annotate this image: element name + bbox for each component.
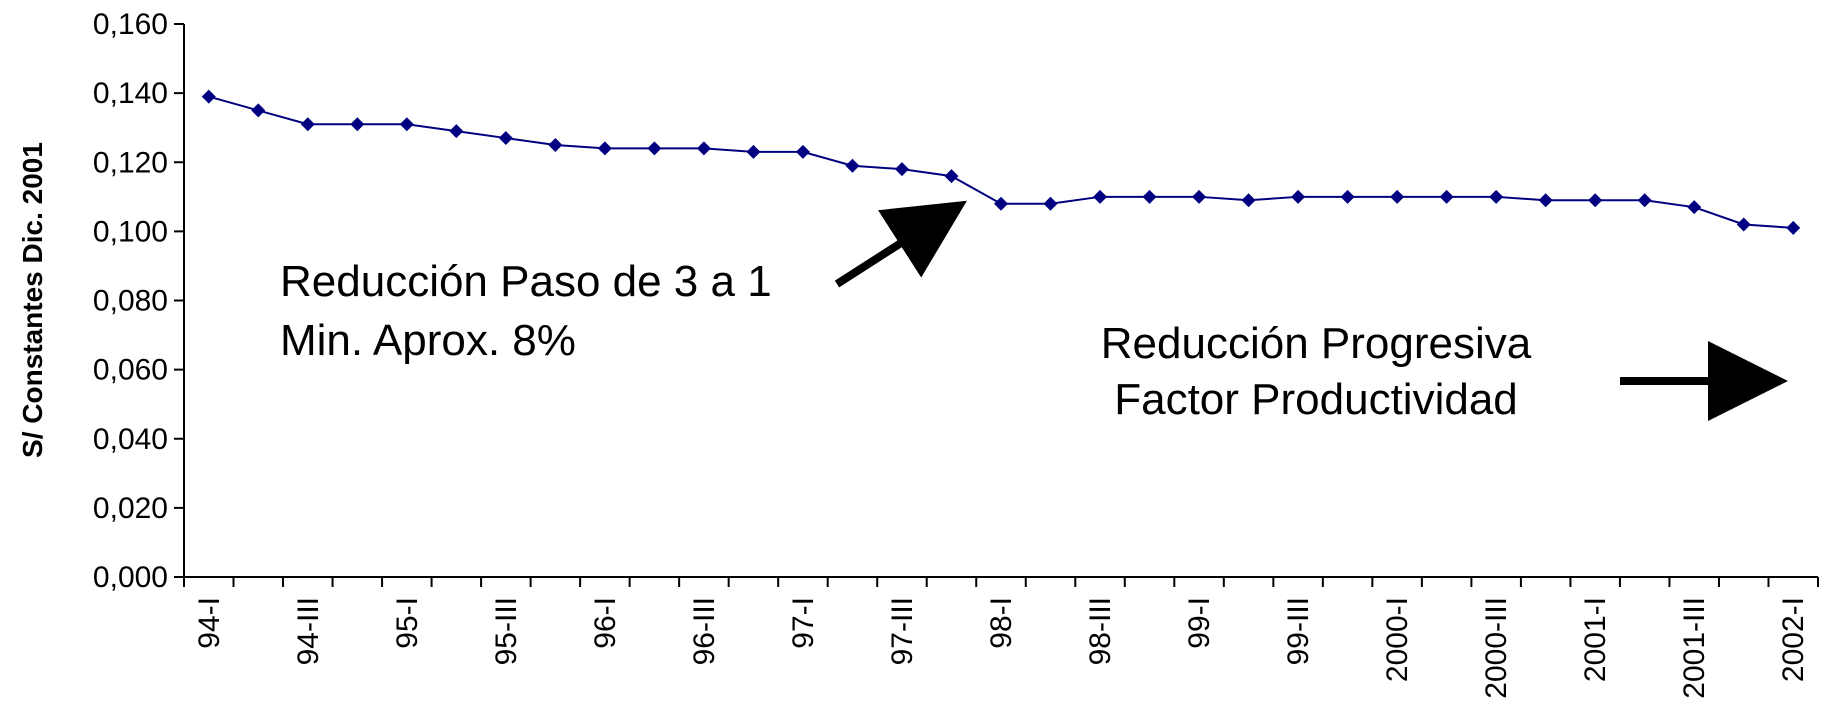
data-point <box>1637 193 1652 208</box>
data-point <box>1588 193 1603 208</box>
data-point <box>399 117 414 132</box>
x-tick-label: 2000-I <box>1381 597 1414 682</box>
data-point <box>1687 200 1702 215</box>
data-point <box>1241 193 1256 208</box>
x-tick-label: 97-III <box>886 597 919 665</box>
x-tick-label: 98-I <box>985 597 1018 649</box>
x-ticks: 94-I 94-III 95-I 95-III 96-I 96-III 97-I 97-III… <box>183 577 1819 699</box>
data-point <box>449 124 464 139</box>
data-point <box>1192 189 1207 204</box>
data-point <box>845 158 860 173</box>
y-tick-label: 0,000 <box>93 561 168 594</box>
data-point <box>1340 189 1355 204</box>
data-point <box>251 103 266 118</box>
data-point <box>498 131 513 146</box>
x-tick-label: 99-III <box>1282 597 1315 665</box>
data-point <box>1043 196 1058 211</box>
data-point <box>1736 217 1751 232</box>
x-tick-label: 2001-I <box>1579 597 1612 682</box>
series-group <box>201 89 1801 235</box>
arrow-reduction <box>834 200 967 288</box>
y-tick-label: 0,020 <box>93 492 168 525</box>
data-point <box>1786 220 1801 235</box>
data-point <box>1142 189 1157 204</box>
x-tick-label: 97-I <box>787 597 820 649</box>
data-point <box>201 89 216 104</box>
data-point <box>300 117 315 132</box>
x-tick-label: 2000-III <box>1480 597 1513 699</box>
data-point <box>1489 189 1504 204</box>
y-tick-label: 0,120 <box>93 146 168 179</box>
y-tick-label: 0,140 <box>93 77 168 110</box>
data-point <box>1439 189 1454 204</box>
y-tick-label: 0,040 <box>93 423 168 456</box>
x-tick-label: 95-I <box>391 597 424 649</box>
annotations: Reducción Paso de 3 a 1 Min. Aprox. 8% R… <box>280 200 1788 424</box>
x-tick-label: 95-III <box>490 597 523 665</box>
x-tick-label: 2001-III <box>1678 597 1711 699</box>
data-point <box>944 169 959 184</box>
y-tick-label: 0,160 <box>93 8 168 41</box>
data-point <box>1093 189 1108 204</box>
y-tick-label: 0,060 <box>93 354 168 387</box>
data-point <box>746 144 761 159</box>
x-tick-label: 96-III <box>688 597 721 665</box>
x-tick-label: 98-III <box>1084 597 1117 665</box>
data-point <box>647 141 662 156</box>
x-tick-label: 96-I <box>589 597 622 649</box>
y-tick-label: 0,080 <box>93 285 168 318</box>
annotation-progressive-line1: Reducción Progresiva <box>1101 319 1532 368</box>
y-tick-label: 0,100 <box>93 215 168 248</box>
data-point <box>597 141 612 156</box>
data-point <box>548 137 563 152</box>
data-point <box>795 144 810 159</box>
data-point <box>1538 193 1553 208</box>
x-tick-label: 99-I <box>1183 597 1216 649</box>
x-tick-label: 94-III <box>292 597 325 665</box>
x-tick-label: 2002-I <box>1777 597 1810 682</box>
data-point <box>894 162 909 177</box>
data-point <box>994 196 1008 211</box>
data-point <box>696 141 711 156</box>
annotation-reduction-line1: Reducción Paso de 3 a 1 <box>280 257 772 306</box>
annotation-reduction-line2: Min. Aprox. 8% <box>280 316 576 365</box>
data-point <box>1390 189 1405 204</box>
x-tick-label: 94-I <box>193 597 226 649</box>
annotation-progressive-line2: Factor Productividad <box>1114 375 1518 424</box>
data-point <box>350 117 365 132</box>
y-ticks: 0,000 0,020 0,040 0,060 0,080 0,100 0,120 0,140… <box>93 8 184 594</box>
data-point <box>1291 189 1306 204</box>
y-axis-title: S/ Constantes Dic. 2001 <box>17 142 48 458</box>
